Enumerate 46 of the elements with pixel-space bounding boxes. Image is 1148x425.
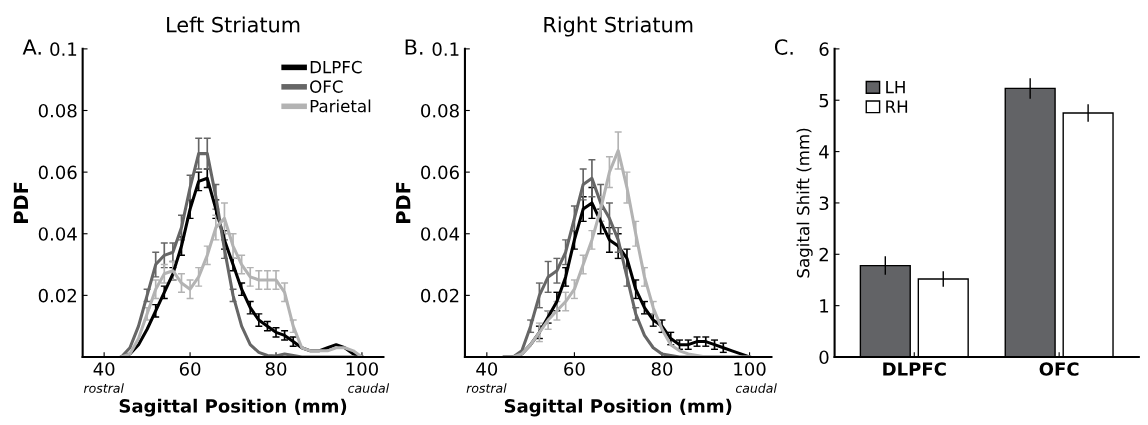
y-tick-label: 0	[819, 350, 829, 365]
x-tick-label: DLPFC	[883, 362, 946, 376]
x-tick-label: 60	[564, 362, 585, 376]
y-tick-label: 1	[820, 299, 829, 313]
legend-label: DLPFC	[310, 60, 362, 74]
text: C.	[774, 39, 793, 55]
y-tick-label: 0.08	[38, 103, 77, 118]
y-tick-label: 0.1	[432, 42, 459, 56]
y-axis-title: PDF	[13, 182, 28, 223]
chart-title: Left Striatum	[167, 16, 300, 33]
x-tick-label: 40	[476, 362, 498, 376]
y-tick-label: 0.06	[421, 165, 459, 180]
y-tick-label: 5	[819, 93, 829, 108]
y-tick-label: 6	[819, 42, 829, 56]
y-axis-title: Sagital Shift (mm)	[796, 128, 813, 278]
text: caudal	[348, 383, 390, 393]
legend-label: OFC	[310, 80, 343, 93]
x-axis-title: Sagittal Position (mm)	[504, 398, 732, 417]
text: rostral	[83, 383, 124, 393]
x-tick-label: 40	[93, 362, 115, 376]
x-tick-label: 100	[734, 362, 766, 376]
text: A.	[22, 39, 41, 55]
y-tick-label: 0.06	[38, 165, 77, 180]
legend-label: RH	[886, 100, 908, 113]
y-tick-label: 2	[819, 247, 828, 262]
y-tick-label: 0.02	[38, 288, 76, 303]
y-tick-label: 0.04	[421, 227, 460, 241]
text: caudal	[735, 383, 777, 393]
y-tick-label: 3	[819, 196, 829, 211]
y-tick-label: 0.08	[421, 103, 459, 118]
legend-label: LH	[886, 81, 905, 94]
x-tick-label: 60	[179, 362, 201, 376]
x-tick-label: 80	[651, 362, 673, 376]
y-tick-label: 0.02	[421, 288, 459, 303]
y-tick-label: 0.04	[38, 227, 77, 241]
y-tick-label: 0.1	[50, 42, 77, 56]
text: rostral	[466, 383, 507, 393]
x-tick-label: 80	[265, 362, 287, 376]
y-axis-title: PDF	[396, 182, 411, 223]
legend-label: Parietal	[310, 99, 371, 113]
y-tick-label: 4	[819, 145, 829, 159]
x-axis-title: Sagittal Position (mm)	[119, 398, 347, 417]
x-tick-label: 100	[346, 362, 378, 376]
text: B.	[405, 39, 423, 55]
chart-title: Right Striatum	[544, 16, 693, 37]
x-tick-label: OFC	[1039, 362, 1079, 376]
